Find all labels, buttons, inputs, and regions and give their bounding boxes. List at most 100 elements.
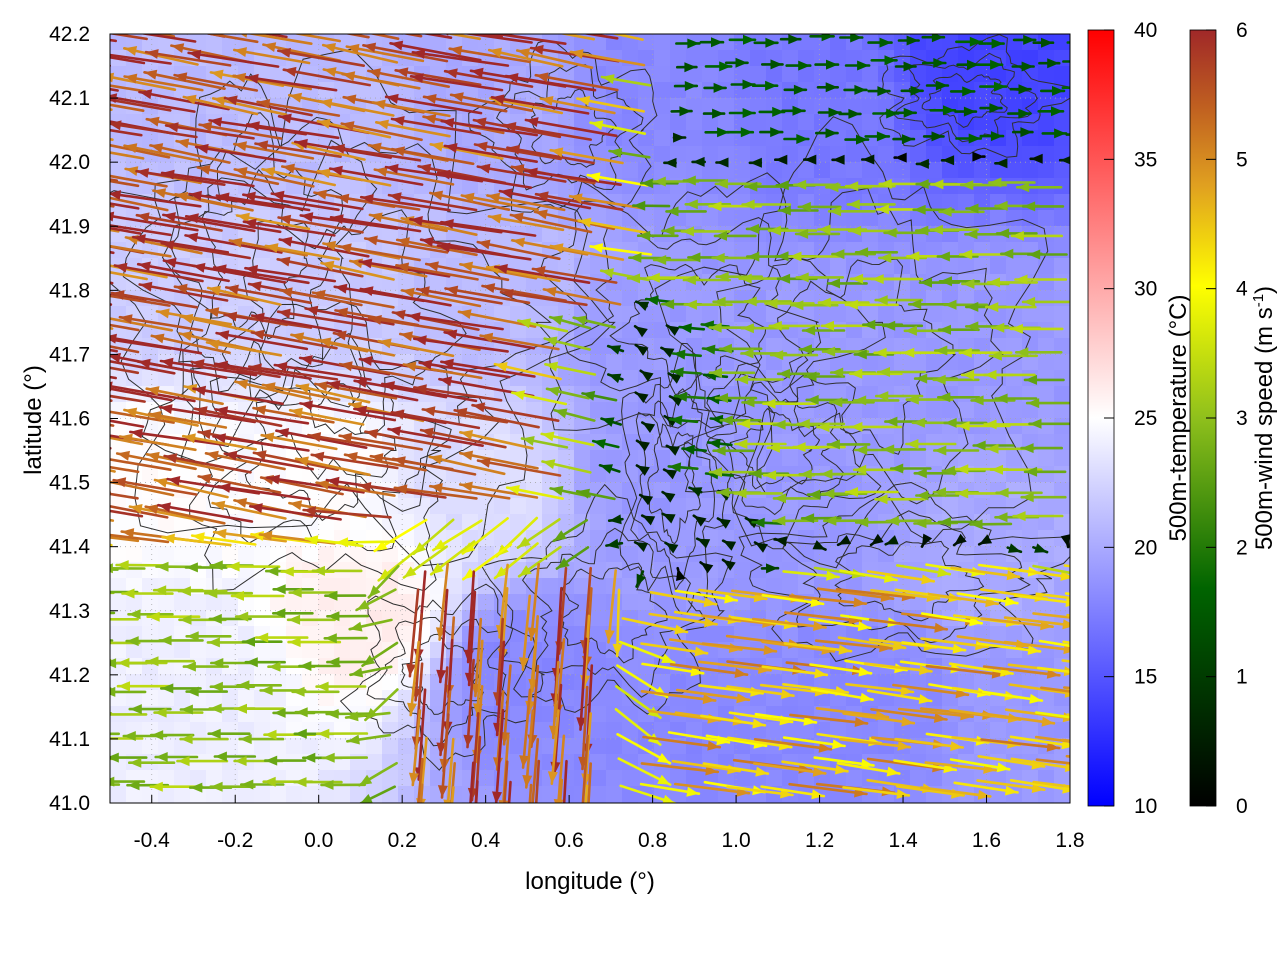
temperature-cell — [990, 242, 1007, 259]
temperature-cell — [558, 450, 575, 467]
temperature-cell — [1038, 322, 1055, 339]
temperature-cell — [286, 722, 303, 739]
temperature-cell — [974, 770, 991, 787]
temperature-cell — [702, 178, 719, 195]
temperature-cell — [158, 370, 175, 387]
temperature-cell — [734, 594, 751, 611]
temperature-cell — [846, 450, 863, 467]
temperature-cell — [590, 466, 607, 483]
temperature-cell — [142, 514, 159, 531]
temperature-cell — [318, 322, 335, 339]
temperature-colorbar-tick-label: 35 — [1134, 148, 1157, 171]
temperature-cell — [318, 786, 335, 803]
temperature-cell — [158, 546, 175, 563]
temperature-cell — [1038, 66, 1055, 83]
temperature-cell — [862, 98, 879, 115]
temperature-cell — [206, 546, 223, 563]
temperature-cell — [1054, 258, 1070, 275]
temperature-cell — [190, 34, 207, 51]
temperature-cell — [350, 642, 367, 659]
temperature-cell — [238, 722, 255, 739]
temperature-cell — [622, 306, 639, 323]
temperature-cell — [542, 434, 559, 451]
wind-colorbar-title: 500m-wind speed (m s-1) — [1250, 286, 1278, 550]
temperature-cell — [830, 386, 847, 403]
y-tick-label: 41.1 — [49, 728, 90, 751]
temperature-cell — [302, 738, 319, 755]
temperature-cell — [606, 530, 623, 547]
temperature-cell — [1006, 146, 1023, 163]
temperature-cell — [158, 642, 175, 659]
temperature-cell — [798, 770, 815, 787]
temperature-cell — [222, 674, 239, 691]
temperature-cell — [1054, 450, 1070, 467]
temperature-cell — [862, 610, 879, 627]
temperature-cell — [510, 498, 527, 515]
temperature-cell — [734, 466, 751, 483]
temperature-cell — [606, 562, 623, 579]
temperature-cell — [238, 274, 255, 291]
temperature-cell — [222, 786, 239, 803]
temperature-cell — [622, 114, 639, 131]
temperature-cell — [270, 738, 287, 755]
temperature-cell — [702, 130, 719, 147]
temperature-cell — [142, 546, 159, 563]
temperature-cell — [398, 786, 415, 803]
temperature-cell — [638, 690, 655, 707]
temperature-cell — [862, 258, 879, 275]
temperature-cell — [574, 258, 591, 275]
temperature-cell — [478, 578, 495, 595]
temperature-cell — [430, 498, 447, 515]
temperature-cell — [830, 626, 847, 643]
temperature-cell — [142, 690, 159, 707]
temperature-cell — [638, 530, 655, 547]
temperature-cell — [846, 546, 863, 563]
temperature-cell — [318, 546, 335, 563]
temperature-cell — [494, 498, 511, 515]
temperature-cell — [622, 546, 639, 563]
temperature-cell — [670, 338, 687, 355]
temperature-colorbar-tick-label: 30 — [1134, 278, 1157, 301]
temperature-cell — [158, 802, 175, 803]
temperature-cell — [862, 194, 879, 211]
temperature-cell — [622, 322, 639, 339]
temperature-cell — [974, 498, 991, 515]
temperature-cell — [430, 370, 447, 387]
temperature-cell — [590, 674, 607, 691]
temperature-cell — [574, 114, 591, 131]
temperature-cell — [126, 690, 143, 707]
temperature-cell — [734, 802, 751, 803]
temperature-cell — [206, 594, 223, 611]
temperature-cell — [702, 146, 719, 163]
temperature-cell — [110, 578, 127, 595]
temperature-cell — [718, 626, 735, 643]
temperature-cell — [494, 66, 511, 83]
temperature-cell — [862, 498, 879, 515]
temperature-cell — [334, 674, 351, 691]
temperature-cell — [590, 642, 607, 659]
temperature-cell — [222, 642, 239, 659]
temperature-cell — [670, 514, 687, 531]
temperature-cell — [542, 370, 559, 387]
temperature-cell — [990, 498, 1007, 515]
temperature-cell — [286, 738, 303, 755]
wind-colorbar-tick-label: 5 — [1236, 148, 1248, 171]
wind-colorbar-title-main: 500m-wind speed (m s — [1251, 307, 1278, 550]
temperature-cell — [190, 770, 207, 787]
temperature-cell — [542, 226, 559, 243]
temperature-cell — [718, 146, 735, 163]
temperature-cell — [654, 322, 671, 339]
temperature-cell — [526, 354, 543, 371]
temperature-cell — [718, 354, 735, 371]
temperature-cell — [494, 226, 511, 243]
x-axis-title: longitude (°) — [525, 868, 655, 895]
temperature-cell — [1006, 498, 1023, 515]
temperature-cell — [382, 546, 399, 563]
temperature-cell — [750, 562, 767, 579]
temperature-cell — [318, 738, 335, 755]
temperature-cell — [334, 82, 351, 99]
temperature-cell — [686, 594, 703, 611]
temperature-cell — [270, 66, 287, 83]
temperature-cell — [654, 98, 671, 115]
temperature-cell — [478, 498, 495, 515]
